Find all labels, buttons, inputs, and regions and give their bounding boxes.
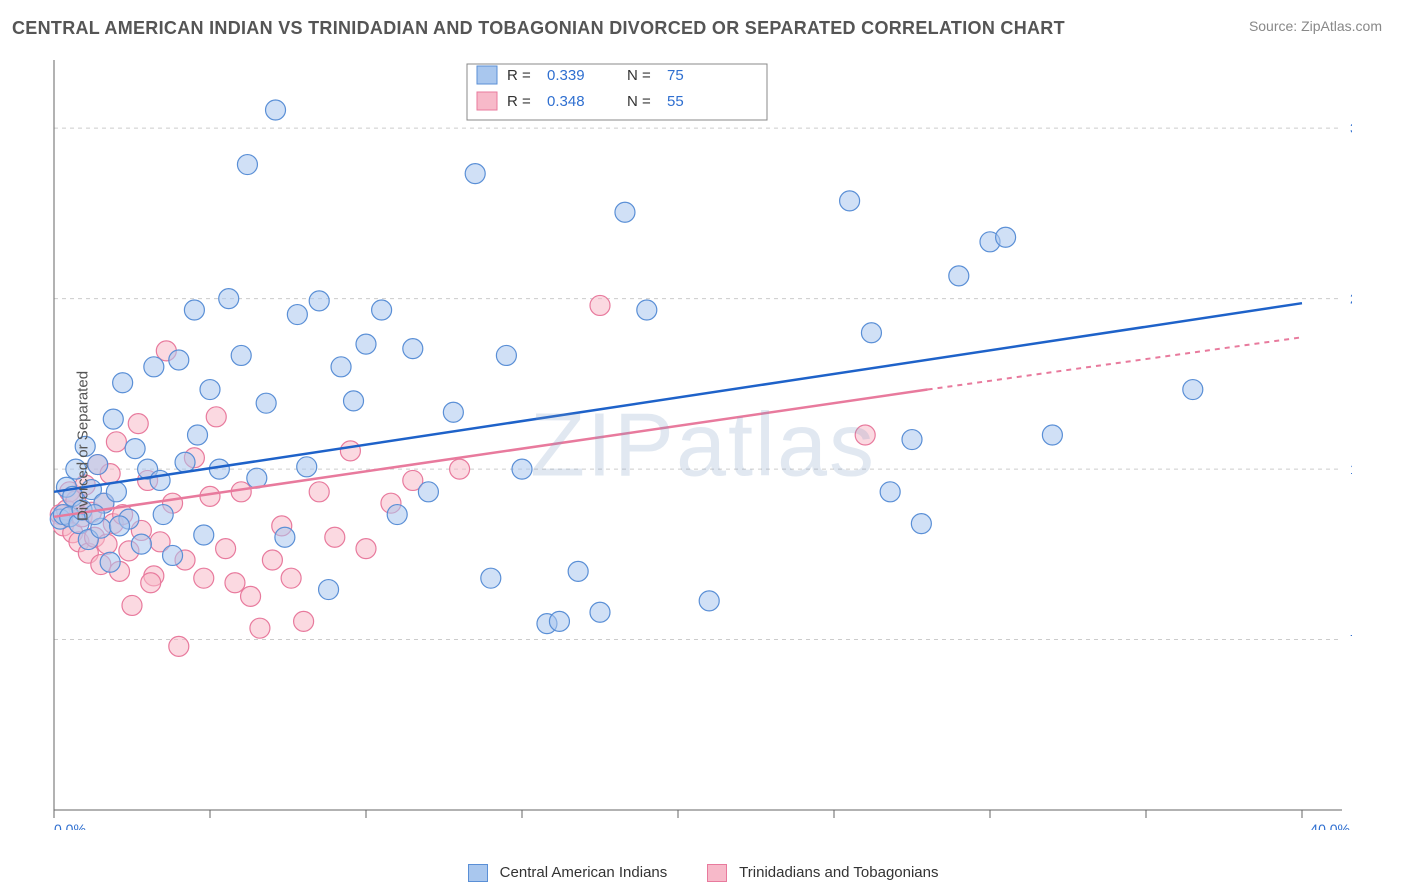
chart-container: Divorced or Separated 7.5% 15.0% 22.5% 30.0… (12, 50, 1394, 842)
chart-title: CENTRAL AMERICAN INDIAN VS TRINIDADIAN A… (12, 18, 1065, 39)
svg-text:75: 75 (667, 67, 684, 84)
svg-text:N =: N = (627, 67, 651, 84)
legend-label: Central American Indians (500, 864, 668, 881)
svg-text:0.339: 0.339 (547, 67, 585, 84)
legend-swatch-icon (468, 864, 488, 882)
scatter-chart: 7.5% 15.0% 22.5% 30.0% 0.0% 40.0% R = 0.339 N = 7… (12, 50, 1352, 830)
svg-text:N =: N = (627, 93, 651, 110)
y-axis-label: Divorced or Separated (75, 371, 92, 521)
svg-text:7.5%: 7.5% (1350, 632, 1352, 648)
svg-text:15.0%: 15.0% (1350, 461, 1352, 477)
bottom-legend: Central American Indians Trinidadians an… (0, 864, 1406, 882)
svg-text:40.0%: 40.0% (1310, 821, 1350, 830)
svg-text:22.5%: 22.5% (1350, 291, 1352, 307)
svg-text:R =: R = (507, 67, 531, 84)
legend-swatch-icon (707, 864, 727, 882)
svg-text:R =: R = (507, 93, 531, 110)
source-label: Source: ZipAtlas.com (1249, 18, 1382, 34)
legend-item: Central American Indians (468, 864, 668, 882)
svg-text:0.0%: 0.0% (54, 821, 86, 830)
legend-label: Trinidadians and Tobagonians (739, 864, 938, 881)
legend-item: Trinidadians and Tobagonians (707, 864, 938, 882)
svg-text:0.348: 0.348 (547, 93, 585, 110)
svg-text:30.0%: 30.0% (1350, 120, 1352, 136)
svg-text:55: 55 (667, 93, 684, 110)
